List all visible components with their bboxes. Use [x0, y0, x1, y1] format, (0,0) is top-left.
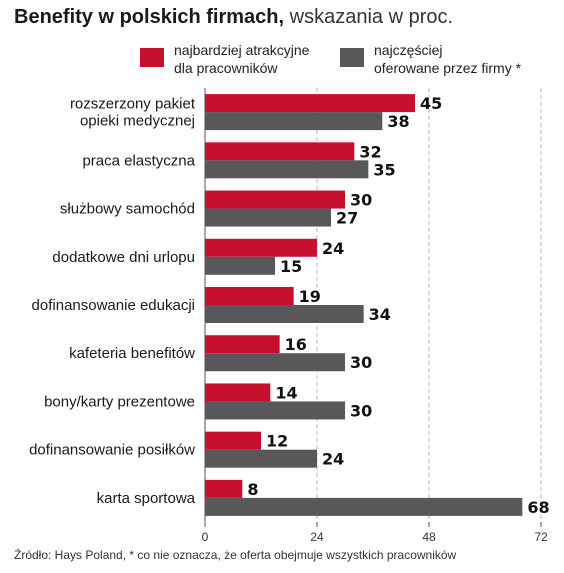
value-label-offered-6: 30 — [350, 401, 372, 420]
value-label-offered-7: 24 — [322, 450, 344, 469]
legend-label-attractive-line2: dla pracowników — [174, 60, 278, 76]
x-tick-label-24: 24 — [310, 530, 324, 544]
bar-attractive-4 — [205, 287, 294, 305]
bar-offered-6 — [205, 401, 345, 420]
bar-offered-5 — [205, 353, 345, 372]
legend-label-attractive: najbardziej atrakcyjne dla pracowników — [174, 41, 309, 77]
chart-title-light: wskazania w proc. — [284, 6, 454, 28]
bar-offered-1 — [205, 160, 369, 179]
value-label-attractive-5: 16 — [285, 335, 307, 354]
bar-attractive-8 — [205, 479, 243, 498]
x-tick-label-72: 72 — [534, 530, 548, 544]
category-label-rozszerzony-pakiet-opieki-medycznej-line1: rozszerzony pakiet — [70, 96, 196, 113]
bar-attractive-3 — [205, 238, 317, 257]
bar-attractive-6 — [205, 383, 271, 402]
bar-offered-2 — [205, 208, 331, 227]
category-label-karta-sportowa: karta sportowa — [97, 490, 196, 507]
bar-attractive-0 — [205, 94, 415, 113]
category-label-rozszerzony-pakiet-opieki-medycznej-line2: opieki medycznej — [80, 113, 195, 130]
x-tick-label-0: 0 — [202, 530, 209, 544]
value-label-offered-1: 35 — [373, 160, 395, 179]
category-label-s-u-bowy-samoch-d: służbowy samochód — [60, 201, 195, 218]
value-label-offered-8: 68 — [527, 498, 549, 517]
legend-label-offered-line1: najczęściej — [374, 42, 443, 58]
value-label-attractive-7: 12 — [266, 432, 288, 451]
category-label-dofinansowanie-edukacji: dofinansowanie edukacji — [32, 297, 195, 314]
value-label-attractive-2: 30 — [350, 191, 372, 210]
legend-swatch-offered — [340, 48, 364, 67]
legend-label-offered-line2: oferowane przez firmy * — [374, 60, 522, 76]
bar-attractive-7 — [205, 431, 261, 450]
value-label-attractive-0: 45 — [420, 94, 442, 113]
bar-offered-7 — [205, 449, 317, 468]
bar-attractive-5 — [205, 335, 280, 354]
category-label-praca-elastyczna: praca elastyczna — [82, 152, 195, 169]
bar-offered-8 — [205, 497, 523, 516]
bar-offered-0 — [205, 112, 383, 131]
source-note: Źródło: Hays Poland, * co nie oznacza, ż… — [14, 548, 457, 562]
value-label-offered-0: 38 — [387, 112, 409, 131]
chart-title: Benefity w polskich firmach, wskazania w… — [14, 6, 453, 29]
category-label-bony-karty-prezentowe: bony/karty prezentowe — [44, 393, 195, 410]
bar-attractive-2 — [205, 190, 345, 209]
legend-swatch-attractive — [140, 48, 164, 67]
category-label-dofinansowanie-posi-k-w: dofinansowanie posiłków — [29, 442, 195, 459]
chart-title-bold: Benefity w polskich firmach, — [14, 6, 285, 28]
value-label-offered-3: 15 — [280, 257, 302, 276]
bar-offered-3 — [205, 256, 275, 275]
value-label-attractive-8: 8 — [247, 480, 258, 499]
value-label-offered-5: 30 — [350, 353, 372, 372]
value-label-attractive-1: 32 — [359, 142, 381, 161]
legend-label-attractive-line1: najbardziej atrakcyjne — [174, 42, 310, 58]
value-label-attractive-3: 24 — [322, 239, 344, 258]
category-label-dodatkowe-dni-urlopu: dodatkowe dni urlopu — [52, 249, 195, 266]
category-label-kafeteria-benefit-w: kafeteria benefitów — [69, 345, 195, 362]
value-label-attractive-6: 14 — [275, 383, 297, 402]
value-label-offered-2: 27 — [336, 209, 358, 228]
x-tick-label-48: 48 — [422, 530, 436, 544]
value-label-attractive-4: 19 — [299, 287, 321, 306]
bar-attractive-1 — [205, 142, 355, 161]
bar-offered-4 — [205, 305, 364, 323]
value-label-offered-4: 34 — [369, 305, 391, 324]
legend-label-offered: najczęściej oferowane przez firmy * — [374, 41, 521, 77]
